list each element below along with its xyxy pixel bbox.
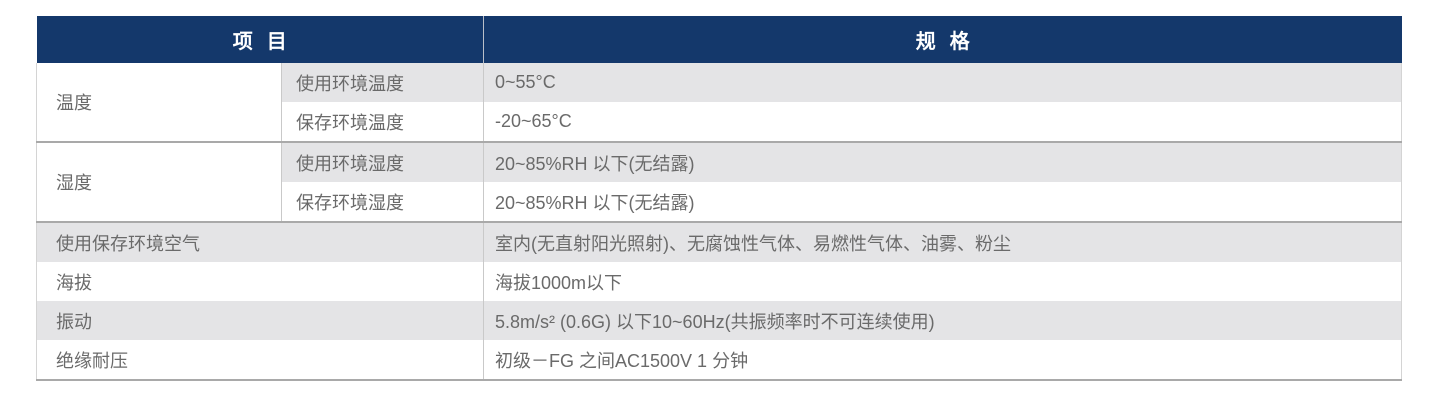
item-cell-withstand-voltage: 绝缘耐压	[36, 340, 484, 381]
item-cell-ambient-air: 使用保存环境空气	[36, 222, 484, 262]
spec-cell: 20~85%RH 以下(无结露)	[483, 182, 1402, 223]
item-cell-altitude: 海拔	[36, 262, 484, 301]
item-cell-temperature: 温度	[36, 63, 282, 143]
sub-item-cell: 使用环境温度	[281, 63, 484, 102]
spec-cell: -20~65°C	[483, 102, 1402, 143]
column-header-item: 项目	[36, 16, 484, 63]
spec-cell: 0~55°C	[483, 63, 1402, 102]
spec-cell: 海拔1000m以下	[483, 262, 1402, 301]
table-row-humidity-storage: 保存环境湿度 20~85%RH 以下(无结露)	[37, 182, 1402, 223]
table-row-ambient-air: 使用保存环境空气 室内(无直射阳光照射)、无腐蚀性气体、易燃性气体、油雾、粉尘	[36, 222, 1402, 262]
table-row-withstand-voltage: 绝缘耐压 初级－FG 之间AC1500V 1 分钟	[36, 340, 1402, 381]
spec-table: 项目 规格 温度 使用环境温度 0~55°C 保存环境温度 -20~65°C 湿…	[36, 16, 1402, 381]
spec-cell: 初级－FG 之间AC1500V 1 分钟	[483, 340, 1402, 381]
table-row-vibration: 振动 5.8m/s² (0.6G) 以下10~60Hz(共振频率时不可连续使用)	[36, 301, 1402, 340]
sub-item-cell: 保存环境湿度	[281, 182, 484, 223]
item-cell-vibration: 振动	[36, 301, 484, 340]
spec-cell: 5.8m/s² (0.6G) 以下10~60Hz(共振频率时不可连续使用)	[483, 301, 1402, 340]
table-row-altitude: 海拔 海拔1000m以下	[36, 262, 1402, 301]
item-cell-humidity: 湿度	[36, 142, 282, 223]
column-header-spec: 规格	[483, 16, 1402, 63]
sub-item-cell: 保存环境温度	[281, 102, 484, 143]
header-row: 项目 规格	[36, 16, 1402, 63]
table-row-temperature-operating: 温度 使用环境温度 0~55°C	[36, 63, 1402, 143]
table-row-temperature-storage: 保存环境温度 -20~65°C	[37, 102, 1402, 143]
spec-cell: 室内(无直射阳光照射)、无腐蚀性气体、易燃性气体、油雾、粉尘	[483, 222, 1402, 262]
table-row-humidity-operating: 湿度 使用环境湿度 20~85%RH 以下(无结露)	[36, 142, 1402, 223]
spec-cell: 20~85%RH 以下(无结露)	[483, 142, 1402, 182]
sub-item-cell: 使用环境湿度	[281, 142, 484, 182]
